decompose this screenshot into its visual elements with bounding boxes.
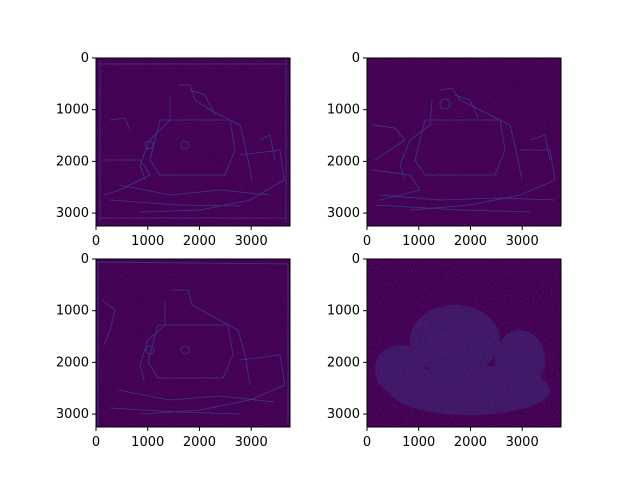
x-tick-label: 2000 [454,435,487,450]
x-tick-label: 1000 [131,435,164,450]
x-tick-label: 0 [92,435,100,450]
x-tick-label: 3000 [506,435,539,450]
panel-bottom-left: 0 1000 2000 3000 0 1000 2000 3000 [56,252,291,450]
x-axis: 0 1000 2000 3000 [363,427,539,450]
y-tick-label: 2000 [327,154,360,169]
x-tick-label: 3000 [235,234,268,249]
y-tick-label: 0 [352,51,360,66]
y-tick-label: 2000 [327,355,360,370]
y-tick-label: 3000 [327,407,360,422]
panel-top-right: 0 1000 2000 3000 0 1000 2000 3000 [327,51,562,249]
image-texture [96,259,290,427]
y-axis: 0 1000 2000 3000 [327,51,367,221]
y-tick-label: 2000 [56,355,89,370]
x-tick-label: 1000 [402,234,435,249]
axes-frame [95,258,291,428]
panel-top-left: 0 1000 2000 3000 0 1000 2000 3000 [56,51,291,249]
x-tick-label: 3000 [235,435,268,450]
y-tick-label: 3000 [327,206,360,221]
x-tick-label: 1000 [402,435,435,450]
y-tick-label: 1000 [56,304,89,319]
axes-frame [366,258,562,428]
y-axis: 0 1000 2000 3000 [327,252,367,422]
y-tick-label: 1000 [327,304,360,319]
y-tick-label: 1000 [327,103,360,118]
x-tick-label: 2000 [183,234,216,249]
x-tick-label: 1000 [131,234,164,249]
y-tick-label: 0 [352,252,360,267]
x-axis: 0 1000 2000 3000 [92,427,268,450]
y-tick-label: 1000 [56,103,89,118]
x-tick-label: 0 [363,435,371,450]
axes-frame [366,57,562,227]
x-tick-label: 0 [363,234,371,249]
y-axis: 0 1000 2000 3000 [56,51,96,221]
y-tick-label: 2000 [56,154,89,169]
x-axis: 0 1000 2000 3000 [92,226,268,249]
panel-bottom-right: 0 1000 2000 3000 0 1000 2000 3000 [327,252,562,450]
image-texture [367,259,561,427]
image-texture [96,58,290,226]
x-tick-label: 2000 [183,435,216,450]
axes-frame [95,57,291,227]
x-axis: 0 1000 2000 3000 [363,226,539,249]
x-tick-label: 3000 [506,234,539,249]
y-tick-label: 0 [81,252,89,267]
x-tick-label: 2000 [454,234,487,249]
y-tick-label: 3000 [56,206,89,221]
y-axis: 0 1000 2000 3000 [56,252,96,422]
image-texture [367,58,561,226]
x-tick-label: 0 [92,234,100,249]
y-tick-label: 3000 [56,407,89,422]
y-tick-label: 0 [81,51,89,66]
